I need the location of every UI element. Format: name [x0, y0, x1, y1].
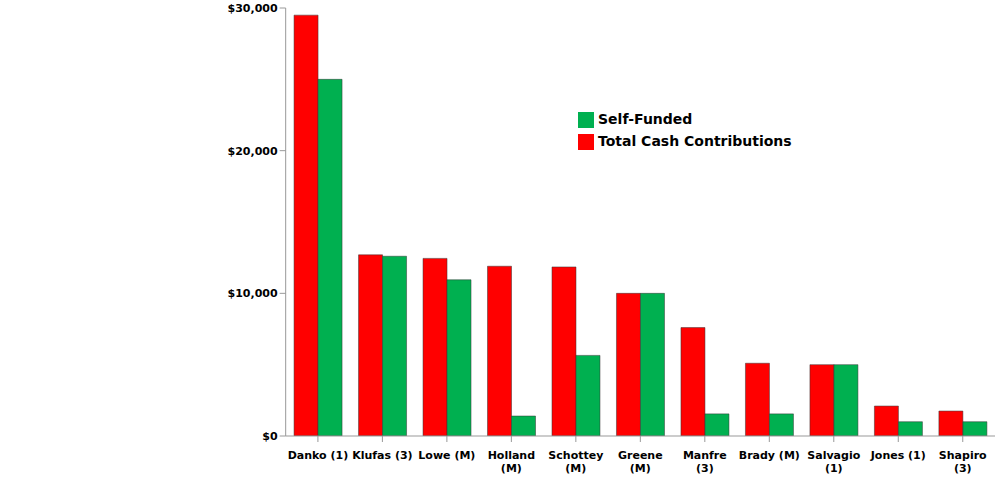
svg-text:$10,000: $10,000: [228, 287, 278, 300]
svg-text:Brady (M): Brady (M): [739, 449, 800, 462]
svg-text:Lowe (M): Lowe (M): [418, 449, 475, 462]
svg-text:$30,000: $30,000: [228, 2, 278, 15]
svg-text:Danko (1): Danko (1): [288, 449, 349, 462]
svg-text:$0: $0: [262, 430, 278, 443]
svg-text:Holland(M): Holland(M): [488, 449, 535, 475]
svg-text:Klufas (3): Klufas (3): [352, 449, 412, 462]
html-text:Total Cash Contributions: Total Cash Contributions: [598, 133, 792, 149]
html-text:Self-Funded: Self-Funded: [598, 111, 693, 127]
svg-text:Schottey(M): Schottey(M): [548, 449, 603, 475]
svg-text:Shapiro(3): Shapiro(3): [939, 449, 987, 475]
svg-text:Jones (1): Jones (1): [870, 449, 926, 462]
svg-text:Salvagio(1): Salvagio(1): [807, 449, 860, 475]
svg-text:$20,000: $20,000: [228, 145, 278, 158]
svg-text:Greene(M): Greene(M): [618, 449, 663, 475]
svg-text:Manfre(3): Manfre(3): [683, 449, 727, 475]
